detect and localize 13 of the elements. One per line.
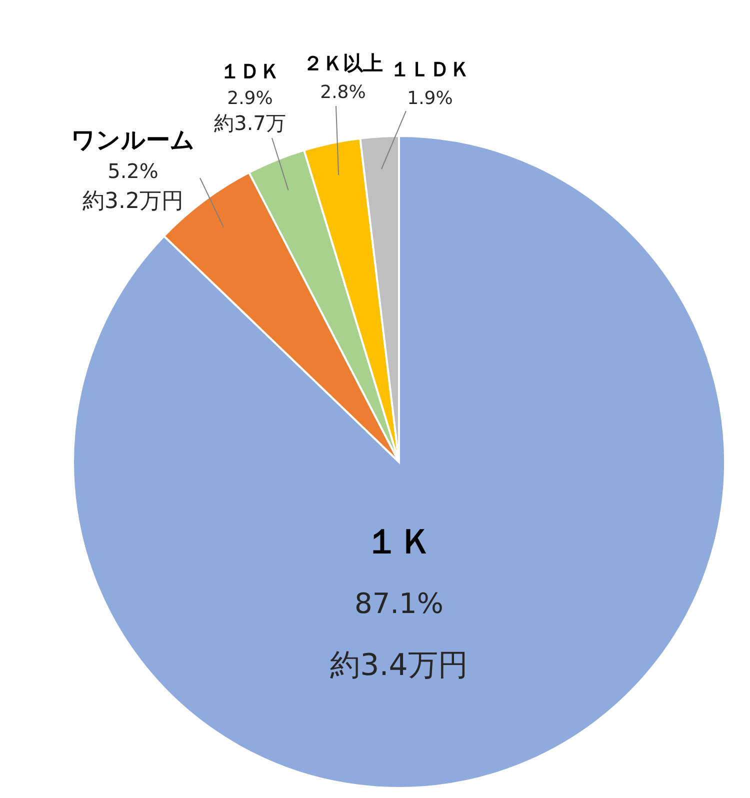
slice-label: ワンルーム bbox=[71, 126, 195, 154]
data-label: 5.2% bbox=[108, 159, 158, 183]
data-label: 1.9% bbox=[407, 88, 453, 109]
text: 約3.7万 bbox=[214, 111, 286, 135]
slice-label: １Ｋ bbox=[365, 522, 433, 562]
slice-label: １ＬＤＫ bbox=[390, 57, 470, 81]
text: 約3.2万円 bbox=[82, 189, 184, 214]
data-label: 2.9% bbox=[227, 88, 273, 109]
data-label: 87.1% bbox=[354, 587, 444, 620]
data-label: 2.8% bbox=[320, 82, 366, 103]
text: 約3.4万円 bbox=[330, 648, 468, 683]
slice-label: １ＤＫ bbox=[220, 59, 280, 83]
slice-label: ２Ｋ以上 bbox=[303, 51, 383, 75]
